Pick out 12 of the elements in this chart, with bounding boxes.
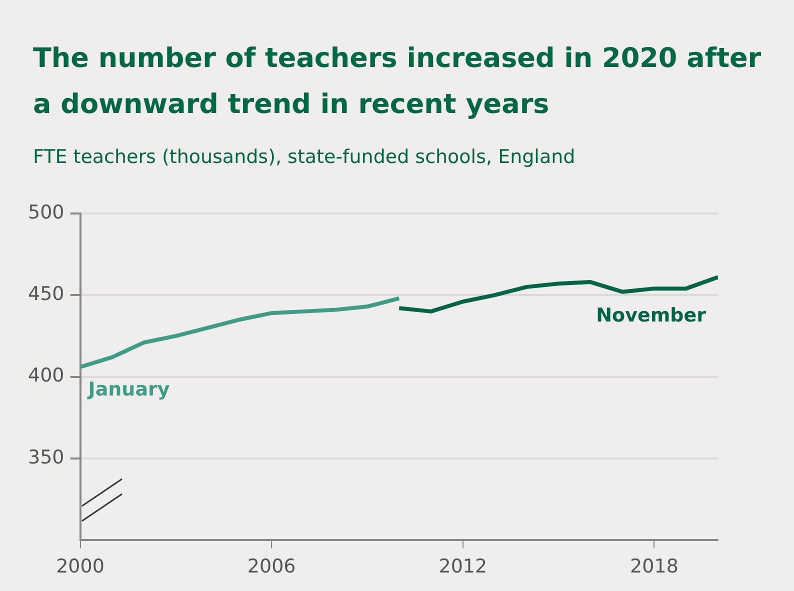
x-tick-label: 2012 (438, 556, 488, 578)
chart-subtitle: FTE teachers (thousands), state-funded schools, England (33, 146, 576, 168)
y-tick-label: 350 (28, 446, 64, 468)
x-tick-label: 2000 (56, 556, 104, 578)
x-tick-label: 2006 (247, 556, 296, 578)
series-label: November (596, 304, 707, 327)
chart-title: The number of teachers increased in 2020 after a downward trend in recent years (33, 42, 762, 122)
y-tick-label: 400 (28, 364, 64, 387)
series-label: January (86, 378, 170, 400)
y-tick-label: 500 (28, 201, 64, 224)
y-tick-label: 450 (28, 283, 64, 306)
x-tick-label: 2018 (630, 556, 678, 578)
